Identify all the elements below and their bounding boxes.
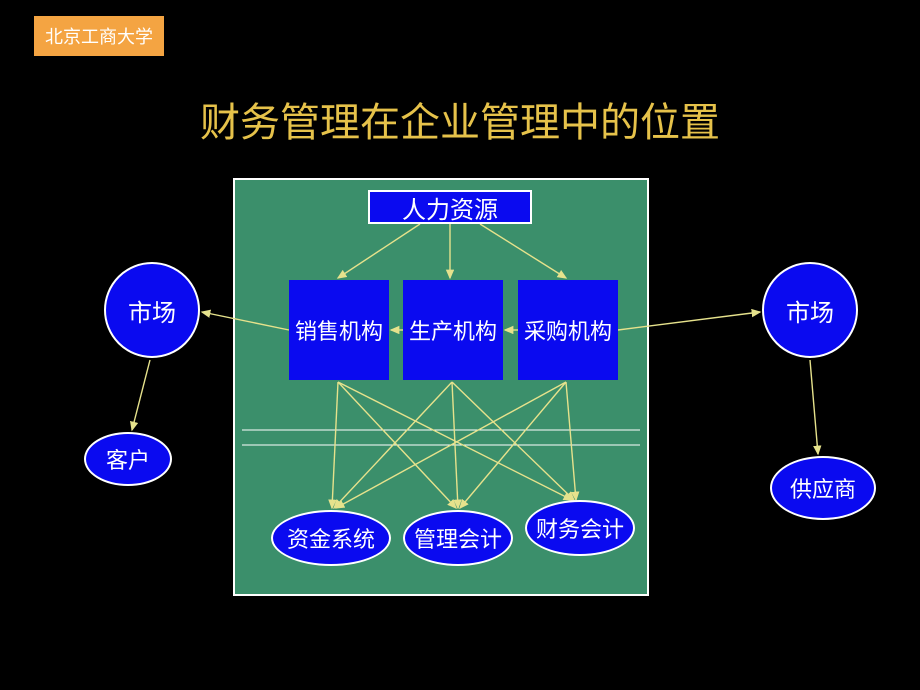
node-mid-1: 生产机构 [403, 280, 503, 380]
node-left-1: 客户 [84, 432, 172, 486]
university-badge: 北京工商大学 [34, 16, 164, 56]
node-bottom-0: 资金系统 [271, 510, 391, 566]
node-bottom-2: 财务会计 [525, 500, 635, 556]
node-left-0: 市场 [104, 262, 200, 358]
node-mid-0: 销售机构 [289, 280, 389, 380]
node-right-1: 供应商 [770, 456, 876, 520]
node-right-0: 市场 [762, 262, 858, 358]
node-mid-2: 采购机构 [518, 280, 618, 380]
node-hr: 人力资源 [368, 190, 532, 224]
node-bottom-1: 管理会计 [403, 510, 513, 566]
page-title: 财务管理在企业管理中的位置 [0, 90, 920, 148]
